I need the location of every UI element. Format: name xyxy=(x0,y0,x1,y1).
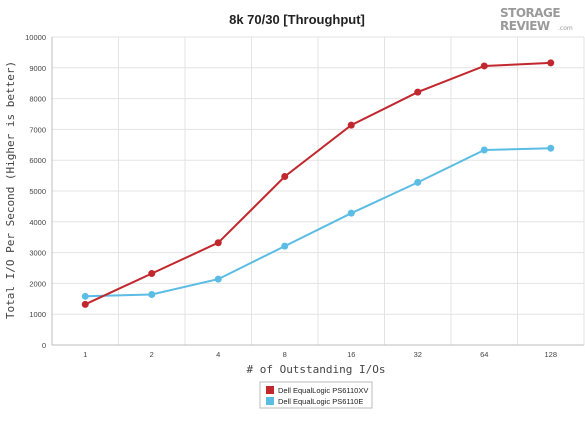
data-point xyxy=(414,88,422,96)
grid xyxy=(51,36,585,346)
series-line xyxy=(85,147,551,298)
data-point xyxy=(281,242,289,250)
data-point xyxy=(214,239,222,247)
legend-label-ps6110e: Dell EqualLogic PS6110E xyxy=(278,397,363,406)
data-point xyxy=(547,144,555,152)
logo-suffix: .com xyxy=(558,25,573,32)
chart-title: 8k 70/30 [Throughput] xyxy=(229,12,365,27)
axes: 0 1000 2000 3000 4000 5000 6000 7000 8000 9000 100… xyxy=(25,33,584,359)
data-point xyxy=(480,62,488,70)
legend-label-ps6110xv: Dell EqualLogic PS6110XV xyxy=(278,386,368,395)
y-tick-label: 3000 xyxy=(29,249,46,258)
x-tick-label: 32 xyxy=(414,350,422,359)
series-line xyxy=(84,61,551,306)
data-point xyxy=(214,275,222,283)
legend-swatch-ps6110e xyxy=(266,397,274,405)
data-point xyxy=(148,290,156,298)
x-tick-label: 128 xyxy=(544,350,557,359)
data-point xyxy=(148,270,156,278)
logo-line1: STORAGE xyxy=(500,6,560,20)
x-tick-label: 8 xyxy=(283,350,287,359)
logo-line2: REVIEW xyxy=(500,19,550,33)
series-lines xyxy=(81,59,555,308)
y-tick-label: 8000 xyxy=(29,95,46,104)
y-tick-label: 4000 xyxy=(29,218,46,227)
data-point xyxy=(347,209,355,217)
x-tick-label: 16 xyxy=(347,350,355,359)
y-tick-label: 1000 xyxy=(29,310,46,319)
y-tick-label: 9000 xyxy=(29,64,46,73)
data-point xyxy=(81,300,89,308)
x-axis-label: # of Outstanding I/Os xyxy=(246,363,385,376)
x-tick-label: 2 xyxy=(150,350,154,359)
data-point xyxy=(281,173,289,181)
y-tick-label: 10000 xyxy=(25,33,46,42)
y-tick-label: 7000 xyxy=(29,125,46,134)
legend: Dell EqualLogic PS6110XV Dell EqualLogic… xyxy=(259,381,373,409)
x-tick-label: 64 xyxy=(480,350,488,359)
y-tick-label: 6000 xyxy=(29,156,46,165)
data-point xyxy=(480,146,488,154)
x-tick-label: 4 xyxy=(216,350,220,359)
data-point xyxy=(347,121,355,129)
data-point xyxy=(414,178,422,186)
y-tick-label: 2000 xyxy=(29,279,46,288)
storagereview-logo: STORAGE REVIEW .com xyxy=(498,4,580,34)
y-tick-label: 0 xyxy=(42,341,46,350)
y-axis-label: Total I/O Per Second (Higher is better) xyxy=(4,61,17,319)
legend-swatch-ps6110xv xyxy=(266,386,274,394)
data-point xyxy=(81,292,89,300)
x-tick-label: 1 xyxy=(83,350,87,359)
data-point xyxy=(547,59,555,67)
legend-box xyxy=(259,381,373,409)
y-tick-label: 5000 xyxy=(29,187,46,196)
